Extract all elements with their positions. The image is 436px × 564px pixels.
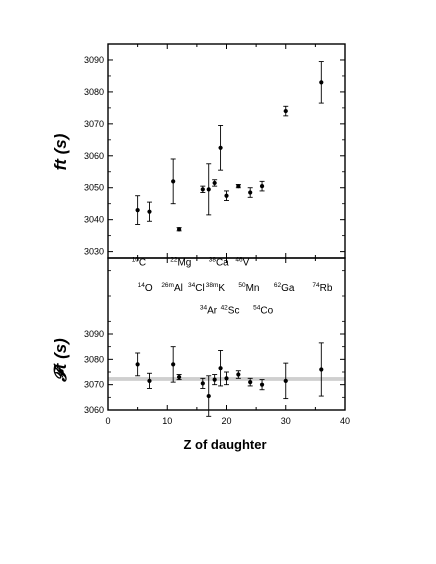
data-point: [170, 346, 176, 383]
x-tick-label: 30: [281, 416, 291, 426]
x-tick-label: 10: [162, 416, 172, 426]
nuclide-label: 38Ca: [209, 257, 229, 269]
y-tick-label: 3030: [84, 247, 104, 257]
data-marker: [135, 207, 140, 213]
y-tick-label: 3060: [84, 151, 104, 161]
data-point: [200, 185, 206, 193]
data-point: [146, 372, 152, 389]
data-point: [318, 61, 324, 104]
nuclide-label: 46V: [235, 257, 249, 269]
data-marker: [319, 367, 324, 372]
data-marker: [248, 190, 253, 195]
data-marker: [200, 187, 205, 192]
data-marker: [218, 366, 223, 371]
x-tick-label: 0: [105, 416, 110, 426]
x-tick-label: 40: [340, 416, 350, 426]
data-point: [224, 371, 229, 386]
nuclide-label: 22Mg: [170, 257, 191, 269]
data-point: [235, 184, 241, 189]
y-tick-label: 3050: [84, 183, 104, 193]
y-tick-label: 3080: [84, 87, 104, 97]
data-marker: [206, 187, 211, 192]
y-tick-label: 3080: [84, 354, 104, 364]
data-point: [247, 187, 253, 198]
data-marker: [236, 372, 241, 377]
data-marker: [259, 382, 265, 387]
y-tick-label: 3070: [84, 380, 104, 390]
y-tick-label: 3070: [84, 119, 104, 129]
data-point: [176, 227, 182, 232]
y-tick-label: 3090: [84, 329, 104, 339]
data-marker: [200, 381, 205, 386]
data-marker: [224, 193, 229, 198]
data-point: [235, 370, 241, 379]
y-tick-label: 3090: [84, 55, 104, 65]
data-marker: [177, 227, 182, 232]
top-y-axis-title: ft (s): [51, 133, 70, 170]
data-marker: [206, 393, 211, 399]
data-point: [283, 105, 289, 117]
x-axis-title: Z of daughter: [183, 437, 266, 452]
nuclide-label: 34Cl: [188, 282, 205, 294]
data-marker: [319, 80, 324, 85]
data-point: [212, 374, 218, 386]
data-point: [212, 179, 218, 187]
data-point: [170, 158, 176, 205]
data-marker: [224, 376, 229, 381]
data-point: [218, 124, 224, 171]
data-point: [259, 180, 265, 192]
data-marker: [177, 374, 182, 380]
plot-frame: [107, 43, 346, 259]
data-marker: [248, 380, 253, 385]
nuclide-label: 14O: [138, 282, 153, 294]
data-marker: [135, 362, 140, 367]
data-point: [200, 377, 206, 389]
data-marker: [236, 184, 241, 189]
nuclide-label: 38mK: [206, 282, 226, 294]
data-marker: [283, 378, 288, 383]
data-marker: [283, 108, 288, 114]
data-point: [146, 201, 152, 222]
data-point: [259, 379, 265, 391]
y-tick-label: 3040: [84, 215, 104, 225]
data-point: [176, 374, 182, 381]
bottom-y-axis-title: 𝓕t (s): [51, 338, 70, 383]
nuclide-label: 74Rb: [312, 282, 332, 294]
data-point: [135, 195, 141, 225]
data-point: [135, 352, 141, 377]
nuclide-label: 42Sc: [221, 305, 240, 317]
x-tick-label: 20: [221, 416, 231, 426]
nuclide-label: 54Co: [253, 305, 273, 317]
data-marker: [212, 180, 217, 186]
data-marker: [171, 362, 176, 367]
data-marker: [147, 209, 152, 214]
data-point: [206, 375, 212, 417]
data-marker: [212, 377, 217, 382]
data-marker: [259, 184, 265, 189]
data-point: [206, 163, 212, 216]
data-point: [218, 350, 224, 387]
nuclide-label: 62Ga: [274, 282, 295, 294]
bottom-panel: 3060 3070 3080 3090 0 10 20 30 40 10C 22Mg 38Ca 46V 1…: [84, 257, 350, 426]
nuclide-label: 34Ar: [200, 305, 218, 317]
nuclide-label: 26mAl: [161, 282, 183, 294]
plot-frame: [107, 257, 346, 411]
data-marker: [147, 378, 152, 383]
top-panel: 3030 3040 3050 3060 3070 3080 3090: [84, 43, 346, 259]
nuclide-label: 50Mn: [238, 282, 259, 294]
nuclide-label: 10C: [132, 257, 146, 269]
data-marker: [171, 179, 176, 184]
data-point: [224, 190, 229, 201]
y-tick-label: 3060: [84, 405, 104, 415]
data-point: [318, 342, 324, 397]
data-point: [283, 362, 289, 400]
data-marker: [218, 145, 223, 150]
data-point: [247, 377, 253, 387]
